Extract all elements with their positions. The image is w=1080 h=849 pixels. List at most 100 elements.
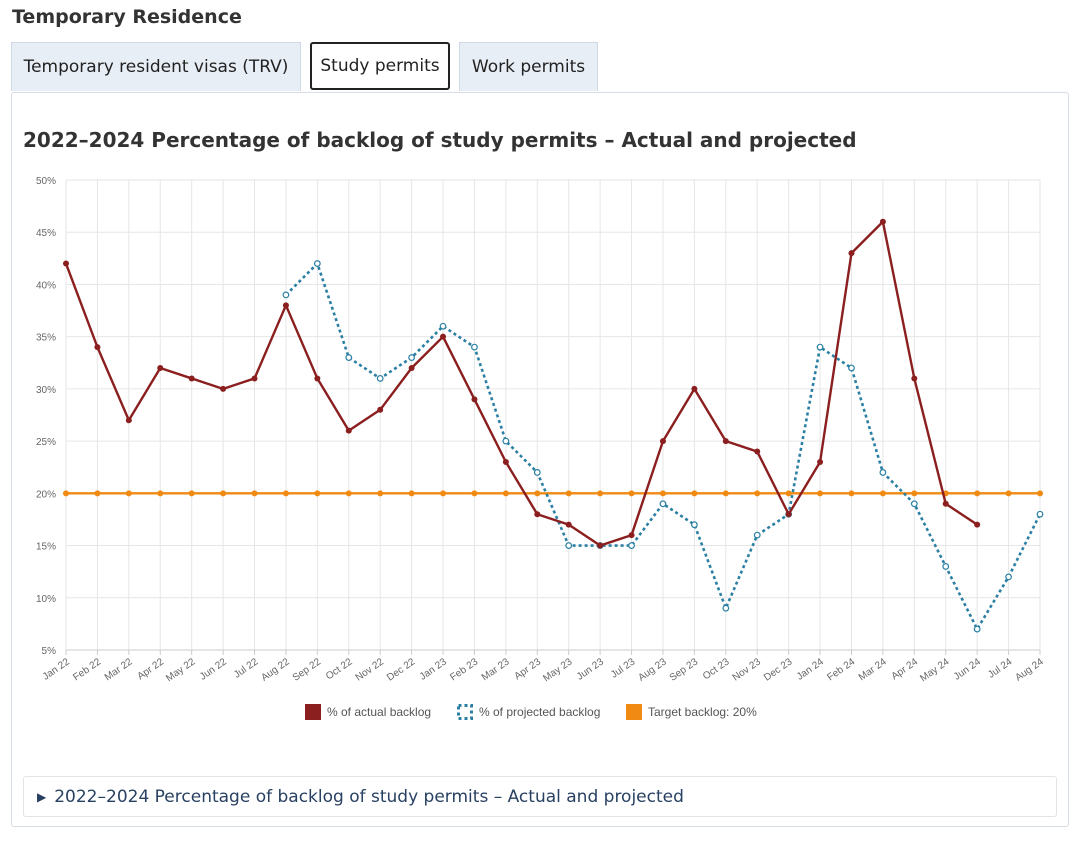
tab-study-permits[interactable]: Study permits [310, 42, 450, 90]
data-point-target [659, 490, 666, 497]
data-point-projected [628, 542, 635, 549]
data-point-target [628, 490, 635, 497]
y-tick-label: 15% [36, 542, 56, 553]
x-tick-label: Apr 24 [890, 656, 921, 682]
x-tick-label: Nov 23 [731, 656, 764, 683]
tab-work-permits[interactable]: Work permits [459, 42, 598, 91]
legend-swatch [305, 704, 321, 720]
data-point-projected [973, 625, 981, 633]
data-point-actual [628, 532, 635, 539]
data-point-projected [848, 364, 855, 372]
data-point-target [220, 490, 227, 497]
x-tick-label: Nov 22 [354, 656, 387, 683]
x-tick-label: Dec 23 [762, 656, 795, 683]
details-summary-label: 2022–2024 Percentage of backlog of study… [54, 786, 684, 807]
data-point-target [534, 490, 541, 497]
x-tick-label: Jul 22 [232, 656, 261, 681]
data-point-actual [282, 302, 289, 309]
x-tick-label: Aug 24 [1013, 656, 1046, 683]
data-point-target [251, 490, 258, 497]
legend-label: Target backlog: 20% [648, 705, 757, 719]
x-tick-label: May 22 [164, 656, 198, 684]
data-point-actual [502, 459, 509, 465]
data-point-actual [817, 459, 824, 465]
data-point-projected [408, 354, 416, 361]
data-point-projected [816, 343, 824, 351]
data-point-projected [376, 375, 384, 382]
x-tick-label: Jun 22 [198, 656, 229, 682]
data-point-actual [659, 438, 666, 445]
x-tick-label: Feb 24 [825, 656, 857, 683]
data-point-target [188, 490, 195, 497]
x-tick-label: Mar 22 [103, 656, 135, 683]
data-point-target [785, 490, 792, 497]
legend-label: % of projected backlog [479, 705, 600, 719]
data-point-actual [471, 396, 478, 403]
data-point-actual [911, 375, 918, 382]
y-tick-label: 20% [36, 489, 56, 500]
data-point-target [1005, 490, 1012, 497]
x-tick-label: Sep 23 [668, 656, 701, 683]
x-tick-label: Sep 22 [291, 656, 324, 683]
data-point-target [1037, 490, 1043, 497]
data-point-actual [722, 438, 729, 445]
data-point-actual [691, 385, 698, 392]
data-point-projected [345, 354, 353, 361]
x-tick-label: Jan 24 [795, 656, 826, 682]
data-point-target [125, 490, 132, 497]
data-point-target [345, 490, 352, 497]
data-point-actual [534, 511, 541, 518]
legend-swatch [457, 704, 473, 720]
x-tick-label: Mar 23 [480, 656, 512, 683]
x-tick-label: May 23 [541, 656, 575, 684]
data-point-actual [220, 385, 227, 392]
y-tick-label: 5% [42, 646, 57, 657]
data-point-actual [345, 427, 352, 434]
y-tick-label: 50% [36, 176, 56, 187]
data-point-projected [565, 542, 573, 549]
x-tick-label: Aug 22 [259, 656, 292, 683]
data-point-actual [974, 521, 981, 528]
series-line-0 [64, 220, 978, 547]
data-point-actual [848, 250, 855, 257]
data-point-actual [157, 365, 164, 371]
y-tick-label: 25% [36, 437, 56, 448]
legend-swatch [626, 704, 642, 720]
data-point-target [157, 490, 164, 497]
data-point-projected [282, 291, 290, 299]
data-point-actual [754, 448, 761, 455]
data-point-actual [597, 542, 604, 549]
x-tick-label: Apr 22 [136, 656, 167, 682]
data-point-projected [722, 604, 730, 612]
y-tick-label: 45% [36, 228, 56, 239]
data-point-actual [125, 417, 132, 424]
data-point-projected [879, 469, 887, 476]
data-point-actual [94, 344, 101, 351]
x-tick-label: Feb 23 [448, 656, 480, 683]
data-point-actual [188, 375, 195, 382]
data-point-projected [910, 500, 918, 508]
data-point-actual [63, 260, 69, 267]
data-point-target [502, 490, 509, 497]
x-tick-label: Jul 23 [609, 656, 638, 681]
data-point-projected [942, 563, 950, 570]
x-tick-label: Mar 24 [857, 656, 889, 683]
data-point-target [440, 490, 447, 497]
data-point-target [754, 490, 761, 497]
chart-title: 2022–2024 Percentage of backlog of study… [23, 128, 857, 152]
tab-panel [11, 92, 1069, 827]
x-tick-label: Apr 23 [513, 656, 544, 682]
data-point-target [848, 490, 855, 497]
y-tick-label: 40% [36, 280, 56, 291]
data-point-actual [785, 511, 792, 518]
data-point-actual [377, 406, 384, 413]
data-point-target [471, 490, 478, 497]
data-point-target [408, 490, 415, 497]
page-heading: Temporary Residence [12, 6, 242, 28]
details-summary[interactable]: ▶ 2022–2024 Percentage of backlog of stu… [23, 776, 1057, 817]
data-point-projected [471, 343, 478, 351]
x-tick-label: Jun 23 [575, 656, 606, 682]
tab-trv[interactable]: Temporary resident visas (TRV) [11, 42, 301, 91]
data-point-target [691, 490, 698, 497]
